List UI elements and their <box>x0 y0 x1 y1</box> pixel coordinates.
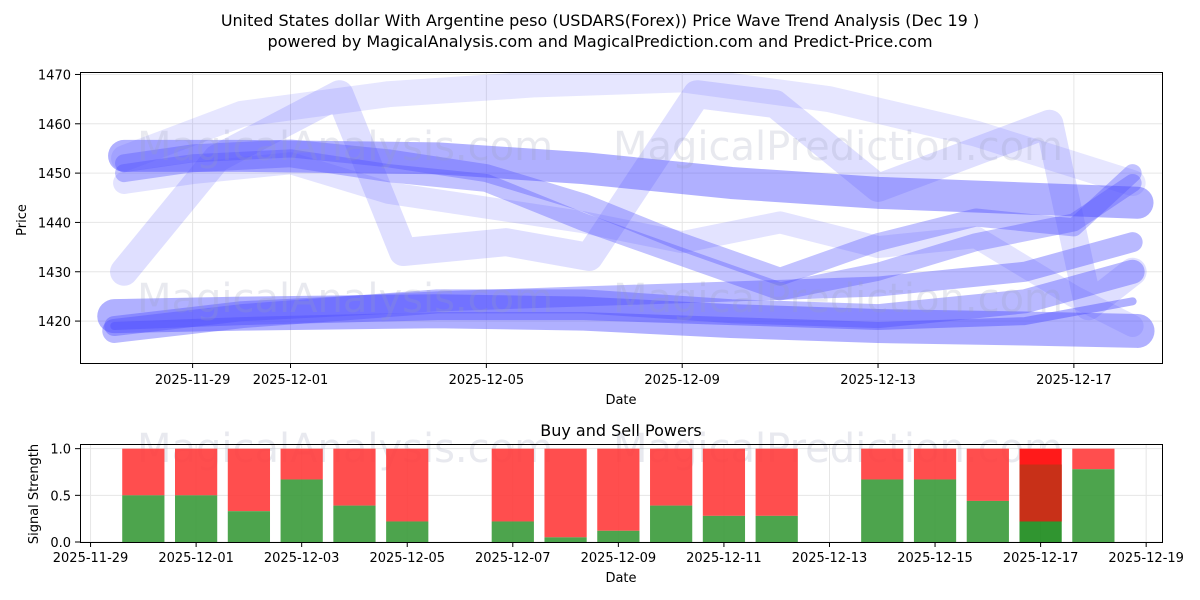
wave-upper-dip <box>115 149 1142 301</box>
sell-bar-2025-12-11 <box>702 448 746 516</box>
sell-bar-2025-12-15 <box>913 448 957 480</box>
buy-bar-2025-12-15 <box>913 479 957 542</box>
sell-bar-2025-12-09 <box>597 448 640 531</box>
signal-xtick-label-1: 2025-12-01 <box>158 551 234 566</box>
signal-xtick-label-8: 2025-12-15 <box>897 551 973 566</box>
buy-bar-2025-12-05 <box>386 521 429 542</box>
watermark-analysis-top: MagicalAnalysis.com <box>137 124 553 170</box>
signal-chart-xlabel: Date <box>605 571 636 586</box>
watermark-analysis-mid: MagicalAnalysis.com <box>137 276 553 322</box>
sell-bar-2025-12-02 <box>227 448 271 512</box>
price-chart-waves <box>97 72 1155 348</box>
sell-bar-2025-12-08 <box>544 448 587 538</box>
buy-bar-2025-12-17 <box>1019 521 1062 542</box>
wave-lower-up <box>104 232 1143 337</box>
price-xtick-label-4: 2025-12-13 <box>840 373 916 388</box>
signal-xtick-label-9: 2025-12-17 <box>1003 551 1079 566</box>
signal-chart-frame <box>80 444 1163 543</box>
signal-ytick-label-0: 0.0 <box>50 536 71 551</box>
price-ytick-label-5: 1470 <box>38 68 71 83</box>
price-ytick-label-4: 1460 <box>38 118 71 133</box>
price-chart-xlabel: Date <box>605 393 636 408</box>
signal-xtick-label-5: 2025-12-09 <box>581 551 657 566</box>
signal-chart-ylabel: Signal Strength <box>27 444 42 544</box>
wave-upper-mid <box>115 139 1142 286</box>
wave-lower-rise <box>102 259 1145 343</box>
wave-mid-light <box>113 152 1144 338</box>
price-xtick-label-2: 2025-12-05 <box>449 373 525 388</box>
buy-bar-2025-12-09 <box>597 530 640 542</box>
mixed-bar-2025-12-17 <box>1019 464 1062 522</box>
signal-ytick-label-1: 0.5 <box>50 489 71 504</box>
signal-xtick-label-7: 2025-12-13 <box>792 551 868 566</box>
sell-bar-2025-12-12 <box>755 448 798 516</box>
page-title-line1: United States dollar With Argentine peso… <box>221 11 979 30</box>
buy-bar-2025-12-07 <box>491 521 534 542</box>
price-ytick-label-2: 1440 <box>38 216 71 231</box>
price-chart-grid <box>80 72 1162 363</box>
sell-bar-2025-12-16 <box>966 448 1009 501</box>
sell-bar-2025-11-30 <box>122 448 165 496</box>
signal-ytick-label-2: 1.0 <box>50 443 71 458</box>
price-xtick-label-3: 2025-12-09 <box>644 373 720 388</box>
price-wave-group <box>97 72 1155 348</box>
sell-bar-2025-12-18 <box>1072 448 1115 470</box>
price-ytick-label-3: 1450 <box>38 167 71 182</box>
price-xtick-label-5: 2025-12-17 <box>1036 373 1112 388</box>
buy-bar-2025-11-30 <box>122 495 165 542</box>
signal-xtick-label-10: 2025-12-19 <box>1108 551 1184 566</box>
buy-bar-2025-12-16 <box>966 500 1009 542</box>
sell-bar-2025-12-03 <box>280 448 323 480</box>
sell-bar-2025-12-04 <box>333 448 376 506</box>
price-xtick-label-0: 2025-11-29 <box>155 373 231 388</box>
price-ytick-label-0: 1420 <box>38 315 71 330</box>
watermark-prediction-mid: MagicalPrediction.com <box>613 276 1063 322</box>
sell-bar-2025-12-14 <box>861 448 904 480</box>
signal-xtick-label-6: 2025-12-11 <box>686 551 762 566</box>
buy-bar-2025-12-01 <box>175 495 218 542</box>
sell-bar-2025-12-01 <box>175 448 218 496</box>
price-ytick-label-1: 1430 <box>38 266 71 281</box>
sell-bar-2025-12-05 <box>386 448 429 522</box>
wave-upper-band <box>108 139 1154 219</box>
price-chart-ylabel: Price <box>15 204 30 236</box>
signal-xtick-label-0: 2025-11-29 <box>53 551 129 566</box>
buy-bar-2025-12-03 <box>280 479 323 542</box>
wave-lower-thin <box>110 297 1137 331</box>
buy-bar-2025-12-11 <box>702 515 746 542</box>
signal-xtick-label-2: 2025-12-03 <box>264 551 340 566</box>
sell-bar-2025-12-10 <box>650 448 693 506</box>
buy-bar-2025-12-18 <box>1072 469 1115 542</box>
wave-lower-band <box>97 294 1155 348</box>
signal-chart-ticks: 2025-11-29 2025-12-01 2025-12-03 2025-12-05… <box>50 443 1184 566</box>
signal-xtick-label-4: 2025-12-07 <box>475 551 551 566</box>
signal-chart-bars <box>122 448 1115 542</box>
price-chart-frame <box>80 72 1163 364</box>
price-xtick-label-1: 2025-12-01 <box>253 373 329 388</box>
buy-bar-2025-12-14 <box>861 479 904 542</box>
watermark-prediction-top: MagicalPrediction.com <box>613 124 1063 170</box>
page-title-line2: powered by MagicalAnalysis.com and Magic… <box>267 32 932 51</box>
buy-bar-2025-12-02 <box>227 511 271 542</box>
signal-chart-title: Buy and Sell Powers <box>540 421 702 440</box>
buy-bar-2025-12-08 <box>544 537 587 542</box>
signal-xtick-label-3: 2025-12-05 <box>369 551 445 566</box>
price-chart-ticks: 2025-11-29 2025-12-01 2025-12-05 2025-12-09… <box>38 68 1112 388</box>
wave-top-arc-light <box>111 72 1146 196</box>
buy-bar-2025-12-04 <box>333 505 376 542</box>
wave-zig-light <box>110 80 1147 321</box>
sell-bar-2025-12-07 <box>491 448 534 522</box>
buy-bar-2025-12-12 <box>755 515 798 542</box>
buy-bar-2025-12-10 <box>650 505 693 542</box>
